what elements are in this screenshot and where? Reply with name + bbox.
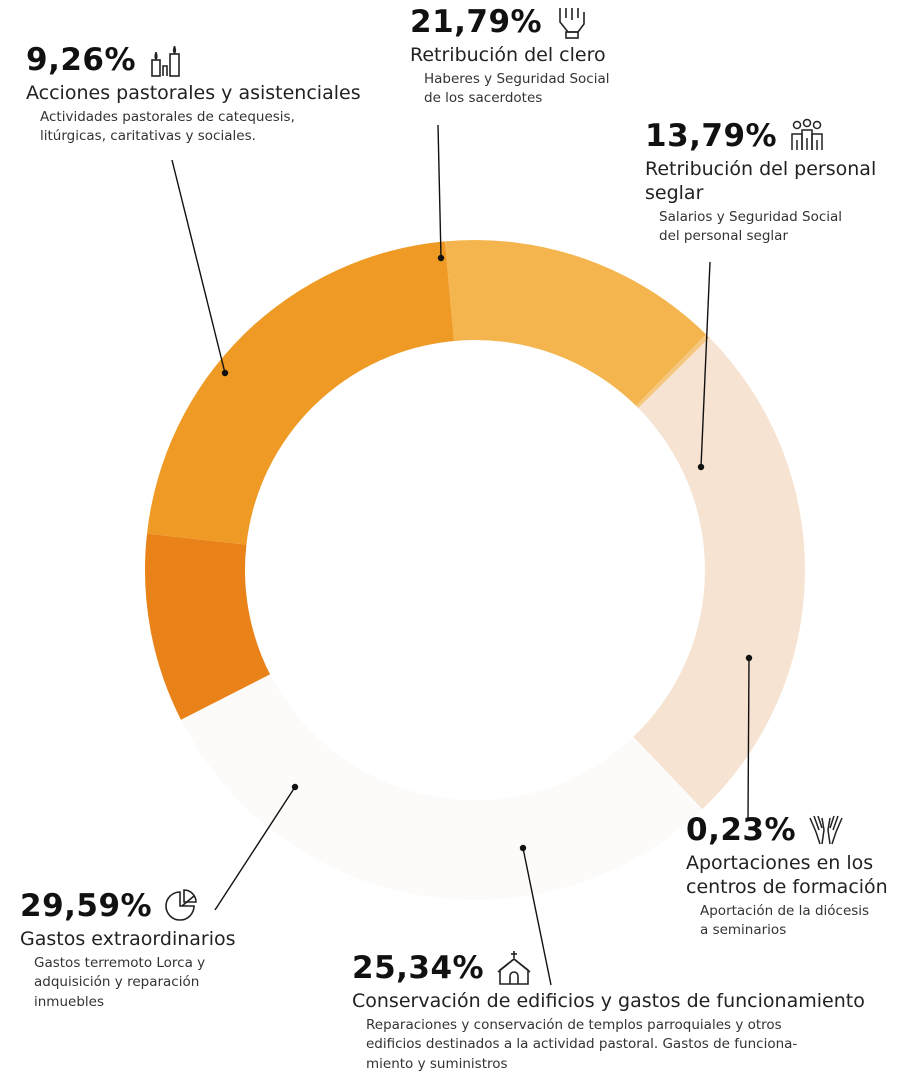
- description-line: del personal seglar: [659, 228, 788, 245]
- category-description: Reparaciones y conservación de templos p…: [366, 1016, 865, 1075]
- donut-slice-5: [633, 337, 805, 810]
- title-line: seglar: [645, 181, 704, 204]
- description-line: a seminarios: [700, 922, 787, 939]
- title-line: Aportaciones en los: [686, 852, 874, 874]
- callout-clero: 21,79% Retribución del clero Haberes y S…: [410, 4, 610, 109]
- leader-line-conservacion: [522, 847, 552, 986]
- description-line: Salarios y Seguridad Social: [659, 208, 843, 225]
- value-label: 25,34%: [352, 949, 485, 986]
- leader-dot-clero: [437, 254, 445, 262]
- category-description: Actividades pastorales de catequesis, li…: [40, 108, 361, 147]
- description-line: Gastos terremoto Lorca y: [34, 954, 206, 971]
- category-title: Retribución del personal seglar: [645, 158, 876, 206]
- callout-seglar: 13,79% Retribución del personal seglar S…: [645, 118, 876, 247]
- leader-line-extraordinarios: [214, 786, 296, 911]
- description-line: litúrgicas, caritativas y sociales.: [40, 128, 256, 145]
- category-description: Aportación de la diócesis a seminarios: [700, 902, 888, 941]
- leader-dot-conservacion: [519, 844, 527, 852]
- value-label: 0,23%: [686, 811, 797, 848]
- callout-extraordinarios: 29,59% Gastos extraordinarios Gastos ter…: [20, 888, 236, 1012]
- leader-line-formacion: [747, 657, 750, 821]
- category-description: Haberes y Seguridad Social de los sacerd…: [424, 70, 610, 109]
- description-line: inmuebles: [34, 993, 104, 1010]
- description-line: adquisición y reparación: [34, 974, 200, 991]
- candles-icon: [146, 42, 186, 78]
- pie-chart-icon: [162, 888, 202, 924]
- callout-conservacion: 25,34% Conservación de edificios y gasto…: [352, 950, 865, 1074]
- leader-dot-formacion: [745, 654, 753, 662]
- value-label: 21,79%: [410, 3, 543, 40]
- praying-hands-icon: [806, 812, 846, 848]
- callout-formacion: 0,23% Aportaciones en los centros de for…: [686, 812, 888, 941]
- title-line: centros de formación: [686, 875, 888, 898]
- category-description: Salarios y Seguridad Social del personal…: [659, 208, 876, 247]
- leader-dot-seglar: [697, 463, 705, 471]
- description-line: Aportación de la diócesis: [700, 902, 870, 919]
- donut-slice-4: [635, 334, 710, 409]
- description-line: Actividades pastorales de catequesis,: [40, 108, 295, 125]
- title-line: Retribución del personal: [645, 158, 877, 180]
- leader-line-acciones: [171, 159, 226, 374]
- donut-slice-2: [147, 241, 455, 545]
- description-line: de los sacerdotes: [424, 90, 543, 107]
- leader-line-seglar: [700, 261, 711, 468]
- category-title: Conservación de edificios y gastos de fu…: [352, 990, 865, 1012]
- leader-dot-acciones: [221, 369, 229, 377]
- value-label: 29,59%: [20, 887, 153, 924]
- description-line: edificios destinados a la actividad past…: [366, 1036, 798, 1053]
- leader-dot-extraordinarios: [291, 783, 299, 791]
- leader-line-clero: [437, 124, 442, 259]
- priest-hand-icon: [552, 4, 592, 40]
- value-label: 13,79%: [645, 117, 778, 154]
- donut-slice-6: [180, 674, 703, 900]
- category-title: Acciones pastorales y asistenciales: [26, 82, 361, 104]
- people-icon: [787, 118, 827, 154]
- donut-slice-1: [145, 533, 271, 720]
- value-label: 9,26%: [26, 41, 137, 78]
- description-line: Reparaciones y conservación de templos p…: [366, 1016, 782, 1033]
- category-title: Aportaciones en los centros de formación: [686, 852, 888, 900]
- category-title: Gastos extraordinarios: [20, 928, 236, 950]
- description-line: Haberes y Seguridad Social: [424, 70, 610, 87]
- category-title: Retribución del clero: [410, 44, 606, 66]
- description-line: miento y suministros: [366, 1055, 508, 1072]
- callout-acciones: 9,26% Acciones pastorales y asistenciale…: [26, 42, 361, 147]
- donut-slice-3: [444, 239, 706, 406]
- category-description: Gastos terremoto Lorca y adquisición y r…: [34, 954, 236, 1013]
- church-icon: [494, 950, 534, 986]
